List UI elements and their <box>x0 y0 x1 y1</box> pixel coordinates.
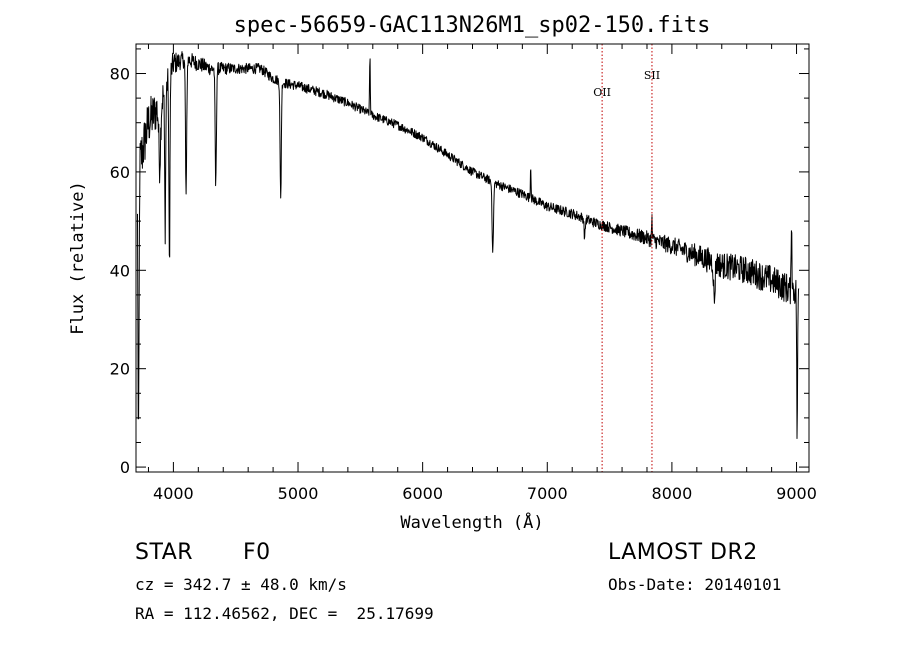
x-tick-label: 6000 <box>402 484 443 503</box>
obs-date-text: Obs-Date: 20140101 <box>608 575 782 594</box>
redshift-text: cz = 342.7 ± 48.0 km/s <box>135 575 347 594</box>
y-tick-label: 60 <box>110 163 130 182</box>
object-class: STAR <box>135 540 194 565</box>
y-tick-label: 0 <box>120 458 130 477</box>
y-tick-label: 20 <box>110 360 130 379</box>
y-axis-label: Flux (relative) <box>68 181 88 335</box>
x-axis-label: Wavelength (Å) <box>400 511 543 533</box>
y-tick-label: 40 <box>110 261 130 280</box>
spectrum-chart: spec-56659-GAC113N26M1_sp02-150.fits OII… <box>68 13 817 533</box>
x-tick-label: 8000 <box>652 484 693 503</box>
x-tick-label: 7000 <box>527 484 568 503</box>
y-tick-label: 80 <box>110 65 130 84</box>
x-tick-label: 4000 <box>153 484 194 503</box>
x-tick-label: 9000 <box>776 484 817 503</box>
reference-label-sii: SII <box>644 69 660 82</box>
coords-text: RA = 112.46562, DEC = 25.17699 <box>135 604 434 623</box>
plot-area: OII SII 4000 5000 6000 7000 8000 9000 0 20 40 60 80 <box>110 44 817 503</box>
x-tick-label: 5000 <box>278 484 319 503</box>
plot-frame <box>135 43 810 473</box>
reference-label-oii: OII <box>593 86 611 99</box>
chart-title: spec-56659-GAC113N26M1_sp02-150.fits <box>234 13 711 38</box>
survey-name: LAMOST DR2 <box>608 540 758 565</box>
spectrum-line <box>137 51 800 439</box>
object-subclass: F0 <box>243 540 271 565</box>
